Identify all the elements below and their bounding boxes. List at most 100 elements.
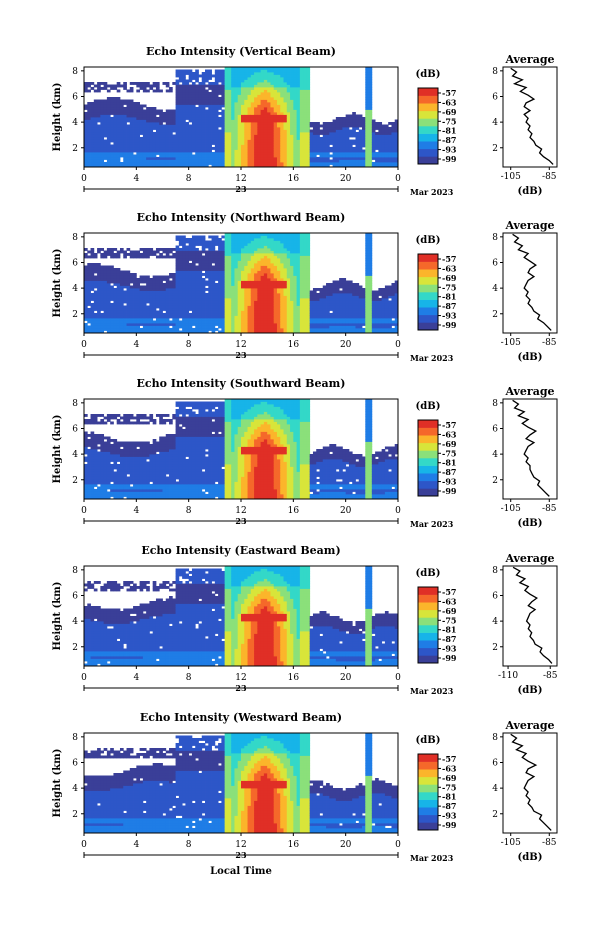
heatmap-cell — [103, 82, 108, 85]
heatmap-cell — [227, 144, 232, 148]
heatmap-cell — [218, 139, 222, 143]
heatmap-cell — [306, 134, 311, 138]
heatmap-cell — [362, 124, 366, 128]
heatmap-cell — [250, 328, 255, 331]
heatmap-cell — [97, 127, 101, 130]
heatmap-cell — [358, 157, 363, 160]
heatmap-cell — [84, 295, 88, 299]
heatmap-cell — [93, 132, 98, 135]
heatmap-cell — [218, 273, 222, 276]
heatmap-cell — [254, 303, 258, 306]
heatmap-cell — [286, 67, 291, 70]
heatmap-cell — [257, 283, 262, 286]
heatmap-cell — [172, 275, 176, 279]
heatmap-cell — [273, 79, 278, 83]
heatmap-cell — [208, 280, 212, 284]
heatmap-cell — [142, 112, 147, 115]
heatmap-cell — [244, 280, 248, 284]
heatmap-cell — [270, 139, 275, 143]
heatmap-cell — [260, 283, 265, 286]
heatmap-cell — [188, 84, 193, 88]
heatmap-cell — [391, 139, 396, 143]
heatmap-cell — [257, 134, 262, 138]
heatmap-cell — [368, 159, 373, 163]
profile-x-tick-label: -105 — [501, 172, 521, 182]
heatmap-cell — [198, 144, 203, 148]
heatmap-cell — [129, 290, 134, 294]
heatmap-cell — [116, 139, 121, 143]
heatmap-cell — [316, 137, 320, 140]
heatmap-cell — [267, 144, 271, 148]
heatmap-cell — [178, 313, 183, 316]
heatmap-cell — [178, 79, 183, 83]
heatmap-cell — [84, 285, 88, 289]
heatmap-cell — [237, 109, 242, 113]
heatmap-cell — [244, 258, 248, 261]
heatmap-cell — [159, 129, 163, 133]
colorbar-swatch — [418, 103, 438, 112]
heatmap-cell — [90, 109, 95, 113]
heatmap-cell — [290, 157, 294, 160]
heatmap-cell — [198, 298, 203, 301]
heatmap-cell — [178, 330, 183, 334]
heatmap-cell — [250, 298, 255, 301]
heatmap-cell — [146, 134, 150, 138]
heatmap-cell — [234, 240, 239, 244]
heatmap-cell — [260, 303, 265, 306]
heatmap-cell — [270, 67, 275, 70]
heatmap-cell — [227, 114, 232, 118]
heatmap-cell — [172, 164, 176, 168]
heatmap-cell — [237, 99, 242, 103]
heatmap-cell — [100, 305, 105, 309]
heatmap-cell — [329, 159, 333, 163]
heatmap-cell — [250, 315, 255, 319]
heatmap-cell — [185, 315, 190, 319]
heatmap-cell — [188, 283, 193, 286]
heatmap-cell — [149, 144, 154, 148]
heatmap-cell — [247, 157, 252, 160]
heatmap-cell — [368, 162, 373, 165]
heatmap-cell — [286, 154, 291, 158]
heatmap-cell — [97, 149, 101, 153]
heatmap-cell — [244, 122, 248, 125]
heatmap-cell — [231, 142, 235, 145]
heatmap-cell — [208, 122, 212, 125]
heatmap-cell — [237, 253, 242, 256]
heatmap-cell — [142, 278, 147, 281]
heatmap-cell — [178, 84, 183, 88]
heatmap-cell — [123, 147, 127, 150]
heatmap-cell — [355, 157, 360, 160]
heatmap-cell — [198, 114, 203, 118]
heatmap-cell — [198, 235, 203, 239]
heatmap-cell — [205, 315, 209, 319]
heatmap-cell — [250, 139, 255, 143]
heatmap-cell — [191, 139, 196, 143]
heatmap-cell — [103, 147, 108, 150]
heatmap-cell — [113, 117, 118, 120]
panel-2: Echo Intensity (Northward Beam)2468Heigh… — [52, 211, 558, 363]
heatmap-cell — [146, 315, 150, 319]
heatmap-cell — [205, 288, 209, 291]
heatmap-cell — [208, 152, 212, 155]
heatmap-cell — [93, 308, 98, 311]
heatmap-cell — [195, 295, 199, 299]
heatmap-cell — [159, 305, 163, 309]
heatmap-cell — [195, 270, 199, 274]
heatmap-cell — [90, 270, 95, 274]
heatmap-cell — [162, 320, 167, 324]
heatmap-cell — [149, 278, 154, 281]
heatmap-cell — [283, 325, 288, 329]
heatmap-cell — [185, 142, 190, 145]
heatmap-cell — [280, 84, 284, 88]
heatmap-cell — [113, 248, 118, 251]
heatmap-cell — [270, 318, 275, 321]
heatmap-cell — [110, 318, 114, 321]
heatmap-cell — [126, 273, 131, 276]
heatmap-cell — [306, 159, 311, 163]
heatmap-cell — [155, 157, 160, 160]
heatmap-cell — [254, 325, 258, 329]
heatmap-cell — [329, 149, 333, 153]
heatmap-cell — [250, 77, 255, 80]
heatmap-cell — [172, 154, 176, 158]
heatmap-cell — [280, 233, 284, 236]
